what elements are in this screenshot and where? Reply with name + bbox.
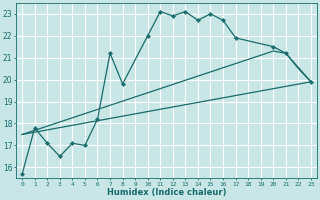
X-axis label: Humidex (Indice chaleur): Humidex (Indice chaleur) — [107, 188, 226, 197]
